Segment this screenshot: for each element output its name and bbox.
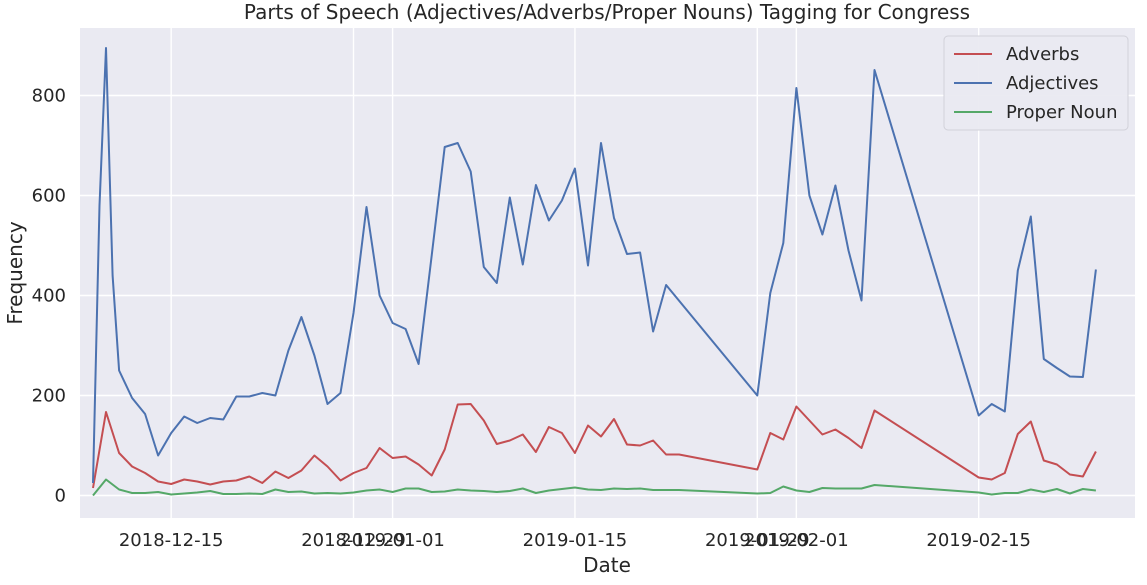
series-line-adverbs [92, 403, 1097, 489]
y-tick-label: 0 [55, 486, 66, 507]
legend-label: Proper Noun [1006, 102, 1117, 123]
y-tick-label: 200 [32, 386, 66, 407]
x-axis-label: Date [583, 553, 631, 577]
legend-box [943, 35, 1129, 131]
y-axis-label: Frequency [3, 221, 27, 324]
x-tick-label: 2018-12-29 [301, 530, 406, 551]
y-tick-label: 600 [32, 186, 66, 207]
x-tick-label: 2019-02-15 [926, 530, 1031, 551]
x-tick-label: 2019-01-15 [523, 530, 628, 551]
x-tick-label: 2019-02-01 [744, 530, 849, 551]
x-tick-label: 2019-01-29 [705, 530, 810, 551]
chart-title: Parts of Speech (Adjectives/Adverbs/Prop… [244, 0, 970, 24]
series-lines [92, 47, 1097, 497]
series-line-proper-noun [92, 478, 1097, 497]
y-tick-label: 400 [32, 286, 66, 307]
x-tick-label: 2019-01-01 [340, 530, 445, 551]
legend-label: Adverbs [1006, 44, 1079, 65]
y-tick-labels: 0 200 400 600 800 [32, 86, 66, 507]
series-line-adjectives [92, 47, 1097, 484]
x-tick-label: 2018-12-15 [119, 530, 224, 551]
legend-label: Adjectives [1006, 73, 1099, 94]
y-tick-label: 800 [32, 86, 66, 107]
gridlines [80, 28, 1135, 518]
legend: Adverbs Adjectives Proper Noun [943, 35, 1129, 131]
